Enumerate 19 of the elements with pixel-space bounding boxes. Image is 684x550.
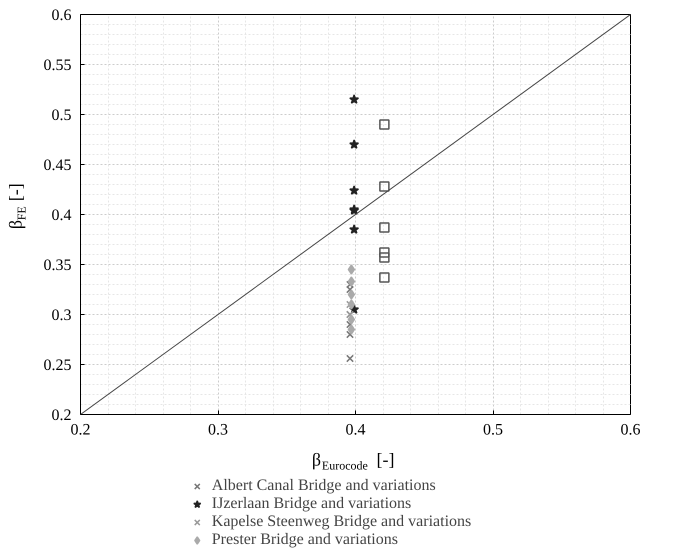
legend-label: Kapelse Steenweg Bridge and variations — [212, 513, 472, 531]
y-tick-label: 0.5 — [52, 107, 72, 124]
y-tick-label: 0.25 — [44, 357, 72, 374]
x-tick-label: 0.4 — [346, 422, 366, 438]
legend-label: Albert Canal Bridge and variations — [212, 477, 436, 495]
legend-label: IJzerlaan Bridge and variations — [212, 495, 412, 513]
x-tick-label: 0.3 — [208, 422, 228, 438]
x-tick-label: 0.2 — [70, 422, 90, 438]
x-tick-label: 0.5 — [483, 422, 503, 438]
legend-label: Prester Bridge and variations — [212, 531, 398, 549]
y-tick-label: 0.4 — [52, 207, 72, 224]
y-axis-title: βFE [-] — [6, 183, 28, 230]
x-tick-label: 0.6 — [620, 422, 640, 438]
y-tick-label: 0.35 — [44, 257, 72, 274]
y-tick-label: 0.6 — [52, 7, 72, 24]
y-tick-label: 0.55 — [44, 57, 72, 74]
y-tick-label: 0.2 — [52, 407, 72, 424]
y-tick-label: 0.3 — [52, 307, 72, 324]
y-tick-label: 0.45 — [44, 157, 72, 174]
